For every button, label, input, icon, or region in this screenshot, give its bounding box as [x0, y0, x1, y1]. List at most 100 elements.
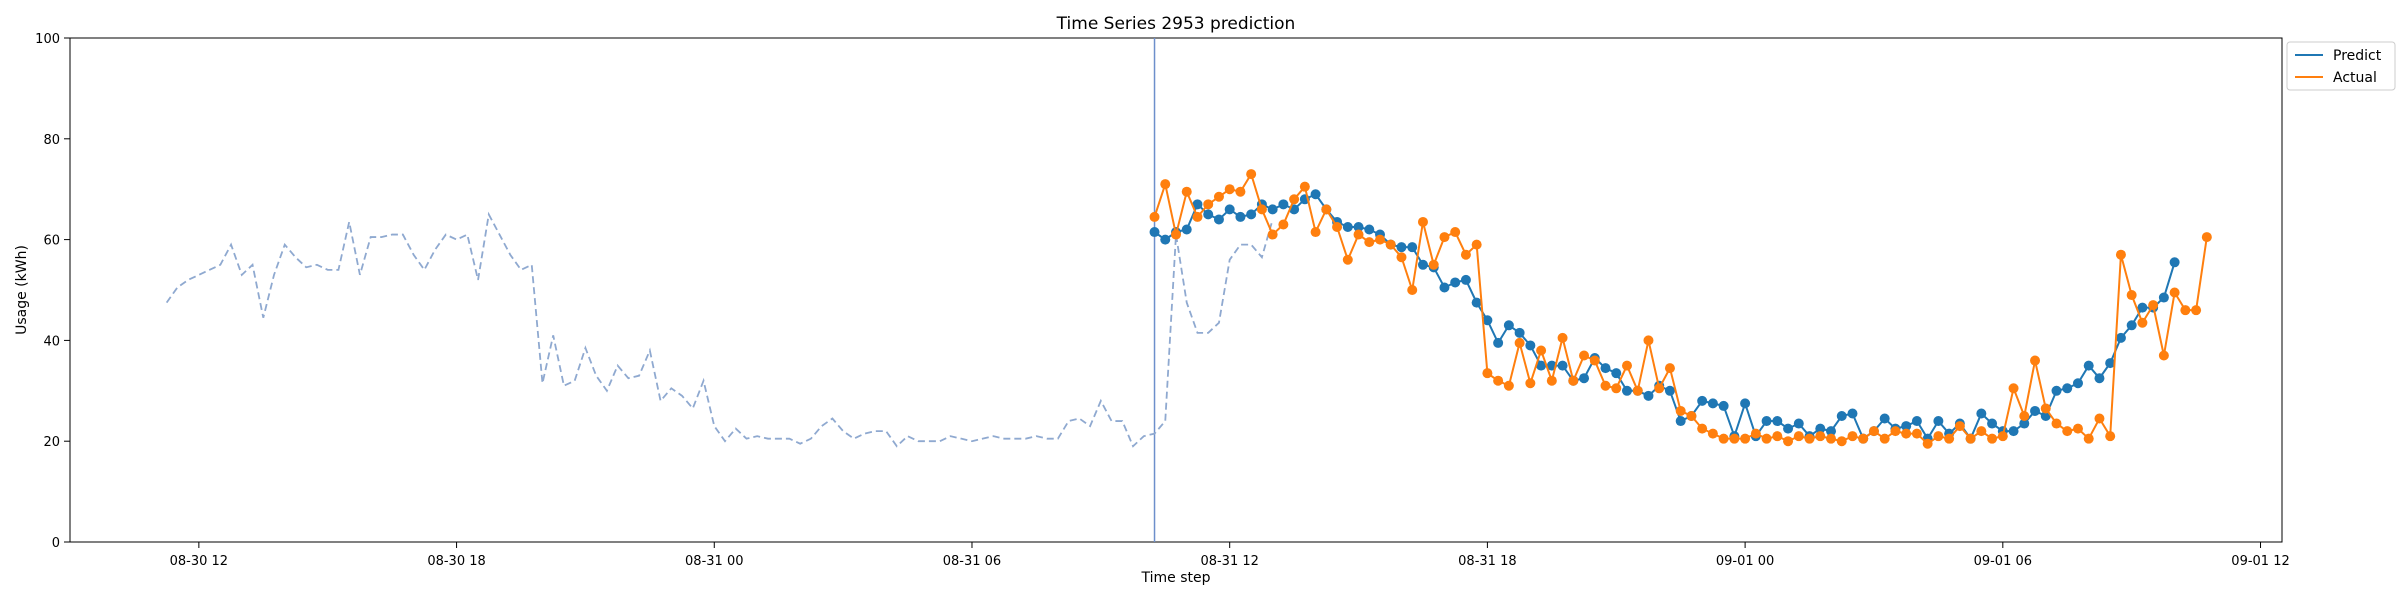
- data-point-actual: [1396, 252, 1407, 263]
- data-point-predict: [1643, 390, 1654, 401]
- data-point-actual: [1697, 423, 1708, 434]
- data-point-predict: [1815, 423, 1826, 434]
- data-point-actual: [1965, 433, 1976, 444]
- plot-frame: [69, 37, 2283, 543]
- data-point-actual: [2051, 418, 2062, 429]
- data-point-actual: [1375, 234, 1386, 245]
- data-point-actual: [2040, 403, 2051, 414]
- data-point-predict: [1525, 340, 1536, 351]
- data-point-actual: [1471, 239, 1482, 250]
- data-point-predict: [1160, 234, 1171, 245]
- data-point-actual: [1353, 229, 1364, 240]
- data-point-actual: [1954, 421, 1965, 432]
- x-tick-label: 08-31 12: [1200, 554, 1258, 569]
- data-point-predict: [1740, 398, 1751, 409]
- data-point-predict: [2094, 373, 2105, 384]
- data-point-predict: [1181, 224, 1192, 235]
- data-point-predict: [1901, 421, 1912, 432]
- data-point-actual: [2072, 423, 2083, 434]
- data-point-actual: [1267, 229, 1278, 240]
- data-point-predict: [1879, 413, 1890, 424]
- data-point-actual: [2148, 300, 2159, 311]
- y-tick-label: 60: [43, 234, 60, 249]
- data-point-actual: [1740, 433, 1751, 444]
- data-point-predict: [1364, 224, 1375, 235]
- data-point-predict: [1557, 360, 1568, 371]
- data-point-actual: [1514, 337, 1525, 348]
- data-point-actual: [2158, 350, 2169, 361]
- data-point-actual: [1911, 428, 1922, 439]
- data-point-actual: [1278, 219, 1289, 230]
- data-point-actual: [1976, 426, 1987, 437]
- data-point-actual: [1675, 405, 1686, 416]
- data-point-predict: [1407, 242, 1418, 253]
- data-point-actual: [1890, 426, 1901, 437]
- y-tick-label: 100: [35, 32, 60, 47]
- data-point-actual: [1643, 335, 1654, 346]
- data-point-predict: [1600, 363, 1611, 374]
- data-point-predict: [1707, 398, 1718, 409]
- data-point-actual: [1417, 216, 1428, 227]
- data-point-actual: [1439, 232, 1450, 243]
- data-point-predict: [2137, 302, 2148, 313]
- data-point-actual: [1428, 259, 1439, 270]
- data-point-actual: [1815, 431, 1826, 442]
- data-point-actual: [1493, 375, 1504, 386]
- y-tick-label: 0: [52, 536, 60, 551]
- data-point-actual: [2105, 431, 2116, 442]
- chart-legend: Predict Actual: [2286, 41, 2396, 91]
- data-point-actual: [1213, 191, 1224, 202]
- data-point-predict: [2105, 358, 2116, 369]
- data-point-actual: [1482, 368, 1493, 379]
- data-point-actual: [1707, 428, 1718, 439]
- data-point-actual: [1944, 433, 1955, 444]
- data-point-actual: [1997, 431, 2008, 442]
- data-point-actual: [1579, 350, 1590, 361]
- y-axis-label: Usage (kWh): [14, 245, 30, 335]
- data-point-predict: [2169, 257, 2180, 268]
- data-point-actual: [1332, 222, 1343, 232]
- data-point-actual: [1901, 428, 1912, 439]
- data-point-actual: [1654, 383, 1665, 394]
- data-point-actual: [1503, 380, 1514, 391]
- data-point-actual: [1299, 181, 1310, 192]
- data-point-predict: [1267, 204, 1278, 215]
- data-point-actual: [1611, 383, 1622, 394]
- data-point-actual: [2062, 426, 2073, 437]
- data-point-actual: [1224, 184, 1235, 195]
- data-point-actual: [1364, 237, 1375, 248]
- data-point-predict: [1493, 337, 1504, 348]
- data-point-actual: [1568, 375, 1579, 386]
- data-point-actual: [2030, 355, 2041, 366]
- data-point-predict: [1826, 426, 1837, 437]
- y-tick-label: 80: [43, 133, 60, 148]
- data-point-actual: [1847, 431, 1858, 442]
- data-point-actual: [2008, 383, 2019, 394]
- data-point-actual: [1750, 428, 1761, 439]
- legend-label-actual: Actual: [2333, 70, 2377, 86]
- data-point-actual: [2201, 232, 2212, 243]
- data-point-actual: [2083, 433, 2094, 444]
- data-point-actual: [1868, 426, 1879, 437]
- data-point-predict: [1579, 373, 1590, 384]
- x-tick-label: 08-30 12: [170, 554, 228, 569]
- data-point-actual: [1836, 436, 1847, 447]
- data-point-predict: [1417, 259, 1428, 270]
- data-point-actual: [1718, 433, 1729, 444]
- data-point-predict: [1439, 282, 1450, 293]
- data-point-predict: [1933, 416, 1944, 427]
- y-tick-label: 20: [43, 435, 60, 450]
- data-point-predict: [1460, 274, 1471, 285]
- data-point-actual: [2191, 305, 2202, 316]
- data-point-predict: [1310, 189, 1321, 200]
- data-point-actual: [1407, 285, 1418, 295]
- data-point-predict: [1761, 416, 1772, 427]
- data-point-predict: [1396, 242, 1407, 253]
- data-point-predict: [2115, 332, 2126, 343]
- data-point-predict: [1793, 418, 1804, 429]
- data-point-actual: [1181, 186, 1192, 197]
- data-point-predict: [2126, 320, 2137, 331]
